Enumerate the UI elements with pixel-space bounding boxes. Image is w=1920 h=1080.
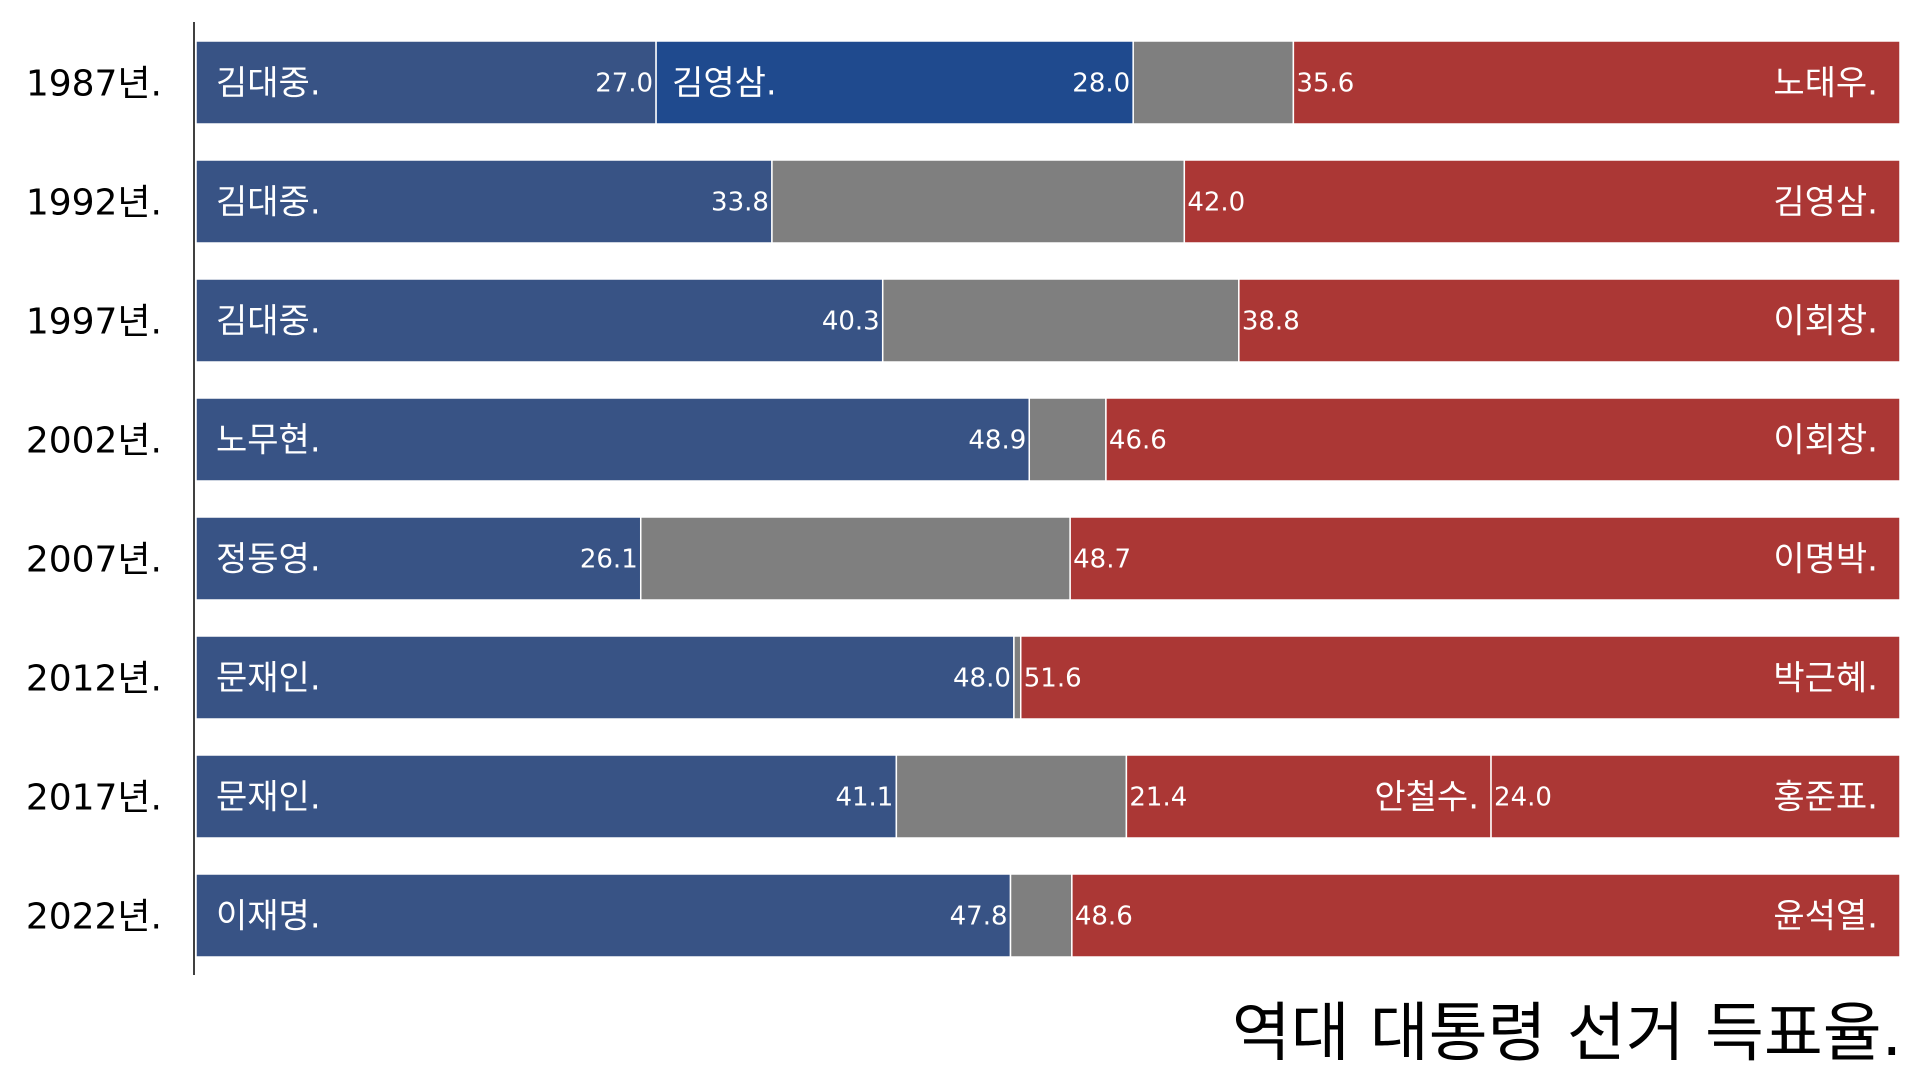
value-label: 48.9 bbox=[968, 426, 1026, 456]
value-label: 21.4 bbox=[1129, 783, 1187, 813]
other-vote-bar bbox=[895, 754, 1128, 839]
year-label: 2007년. bbox=[26, 540, 162, 581]
value-label: 42.0 bbox=[1187, 188, 1245, 218]
value-label: 28.0 bbox=[1072, 69, 1130, 99]
vote-bar bbox=[1071, 873, 1901, 958]
candidate-label: 안철수. bbox=[1374, 778, 1479, 818]
vote-bar bbox=[1019, 635, 1901, 720]
vote-bar bbox=[195, 873, 1012, 958]
vote-bar bbox=[195, 516, 642, 601]
value-label: 24.0 bbox=[1494, 783, 1552, 813]
vote-bar bbox=[1069, 516, 1901, 601]
candidate-label: 윤석열. bbox=[1773, 897, 1878, 937]
other-vote-bar bbox=[1013, 635, 1022, 720]
value-label: 48.0 bbox=[953, 664, 1011, 694]
other-vote-bar bbox=[639, 516, 1071, 601]
value-label: 33.8 bbox=[711, 188, 769, 218]
candidate-label: 김대중. bbox=[216, 302, 321, 342]
vote-bar bbox=[1125, 754, 1492, 839]
vote-bar bbox=[1490, 754, 1901, 839]
other-vote-bar bbox=[1132, 40, 1295, 125]
year-label: 1987년. bbox=[26, 64, 162, 105]
candidate-label: 김영삼. bbox=[672, 64, 777, 104]
value-label: 40.3 bbox=[822, 307, 880, 337]
value-label: 35.6 bbox=[1296, 69, 1354, 99]
vote-bar bbox=[1105, 397, 1901, 482]
vote-bar bbox=[1238, 278, 1901, 363]
year-label: 2022년. bbox=[26, 897, 162, 938]
candidate-label: 문재인. bbox=[216, 659, 321, 699]
candidate-label: 노무현. bbox=[216, 421, 321, 461]
candidate-label: 노태우. bbox=[1773, 64, 1878, 104]
candidate-label: 문재인. bbox=[216, 778, 321, 818]
candidate-label: 김대중. bbox=[216, 64, 321, 104]
value-label: 47.8 bbox=[950, 902, 1008, 932]
value-label: 38.8 bbox=[1242, 307, 1300, 337]
other-vote-bar bbox=[1028, 397, 1107, 482]
candidate-label: 박근혜. bbox=[1773, 659, 1878, 699]
candidate-label: 이명박. bbox=[1773, 540, 1878, 580]
candidate-label: 정동영. bbox=[216, 540, 321, 580]
candidate-label: 이재명. bbox=[216, 897, 321, 937]
other-vote-bar bbox=[771, 159, 1186, 244]
vote-bar bbox=[195, 397, 1031, 482]
value-label: 26.1 bbox=[580, 545, 638, 575]
chart-title: 역대 대통령 선거 득표율. bbox=[1232, 997, 1902, 1071]
value-label: 41.1 bbox=[835, 783, 893, 813]
value-label: 48.7 bbox=[1073, 545, 1131, 575]
vote-bar bbox=[1292, 40, 1901, 125]
value-label: 46.6 bbox=[1109, 426, 1167, 456]
vote-bar bbox=[655, 40, 1134, 125]
candidate-label: 이회창. bbox=[1773, 302, 1878, 342]
vote-bar bbox=[195, 635, 1015, 720]
vote-bar bbox=[1183, 159, 1901, 244]
vote-bar bbox=[195, 278, 884, 363]
value-label: 27.0 bbox=[595, 69, 653, 99]
other-vote-bar bbox=[1009, 873, 1073, 958]
value-label: 48.6 bbox=[1075, 902, 1133, 932]
year-label: 2017년. bbox=[26, 778, 162, 819]
year-label: 2012년. bbox=[26, 659, 162, 700]
other-vote-bar bbox=[881, 278, 1240, 363]
candidate-label: 이회창. bbox=[1773, 421, 1878, 461]
bar-rows: 1987년. 김대중. 27.0 김영삼. 28.0 노태우. 35.6 1992년. 김대중.… bbox=[26, 40, 1901, 958]
candidate-label: 홍준표. bbox=[1773, 778, 1878, 818]
candidate-label: 김영삼. bbox=[1773, 183, 1878, 223]
value-label: 51.6 bbox=[1024, 664, 1082, 694]
year-label: 1992년. bbox=[26, 183, 162, 224]
vote-bar bbox=[195, 754, 898, 839]
candidate-label: 김대중. bbox=[216, 183, 321, 223]
year-label: 2002년. bbox=[26, 421, 162, 462]
vote-bar bbox=[195, 40, 657, 125]
year-label: 1997년. bbox=[26, 302, 162, 343]
